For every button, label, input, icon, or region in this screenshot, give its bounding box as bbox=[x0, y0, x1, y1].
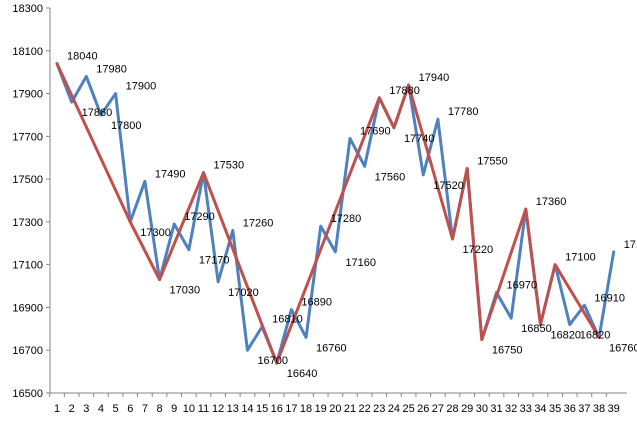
x-tick-label: 20 bbox=[329, 403, 341, 415]
y-tick-label: 17900 bbox=[12, 89, 43, 101]
x-tick-label: 5 bbox=[113, 403, 119, 415]
x-tick-label: 3 bbox=[83, 403, 89, 415]
series-line-2 bbox=[55, 62, 601, 365]
data-label: 16970 bbox=[507, 279, 538, 291]
x-tick-label: 14 bbox=[241, 403, 253, 415]
y-tick-label: 17300 bbox=[12, 217, 43, 229]
x-tick-label: 22 bbox=[359, 403, 371, 415]
x-tick-label: 9 bbox=[171, 403, 177, 415]
y-tick-label: 18300 bbox=[12, 3, 43, 15]
data-label: 17940 bbox=[419, 72, 450, 84]
x-tick-label: 11 bbox=[198, 403, 209, 415]
x-tick-label: 27 bbox=[432, 403, 444, 415]
y-tick-label: 16900 bbox=[12, 302, 43, 314]
x-tick-label: 15 bbox=[256, 403, 268, 415]
data-label: 17170 bbox=[199, 255, 230, 267]
x-tick-label: 34 bbox=[534, 403, 546, 415]
data-label: 17160 bbox=[624, 239, 637, 251]
x-tick-label: 24 bbox=[388, 403, 400, 415]
x-tick-label: 35 bbox=[549, 403, 561, 415]
data-label: 17290 bbox=[184, 211, 215, 223]
data-label: 16760 bbox=[609, 342, 637, 354]
data-label: 17220 bbox=[463, 244, 494, 256]
data-label: 17260 bbox=[243, 217, 274, 229]
x-tick-label: 17 bbox=[285, 403, 297, 415]
data-label: 16890 bbox=[301, 297, 332, 309]
data-label: 17100 bbox=[565, 252, 596, 264]
x-tick-label: 18 bbox=[300, 403, 312, 415]
data-label: 17880 bbox=[389, 85, 420, 97]
x-tick-label: 7 bbox=[142, 403, 148, 415]
data-label: 16700 bbox=[257, 355, 288, 367]
x-tick-label: 12 bbox=[212, 403, 224, 415]
x-tick-label: 8 bbox=[156, 403, 162, 415]
x-tick-label: 33 bbox=[520, 403, 532, 415]
x-tick-label: 10 bbox=[183, 403, 195, 415]
x-tick-label: 19 bbox=[315, 403, 327, 415]
x-tick-label: 21 bbox=[344, 403, 356, 415]
data-label: 16760 bbox=[316, 342, 347, 354]
x-axis: 1 2 3 4 5 6 7 8 9 10 11 12 13 14 15 16 17 18 19 20 21 22 23 24 2… bbox=[49, 392, 627, 415]
x-tick-label: 23 bbox=[373, 403, 385, 415]
x-tick-label: 26 bbox=[417, 403, 429, 415]
y-tick-label: 16700 bbox=[12, 345, 43, 357]
data-label: 17550 bbox=[477, 155, 508, 167]
data-label: 17280 bbox=[331, 213, 362, 225]
x-tick-label: 16 bbox=[271, 403, 283, 415]
y-tick-label: 18100 bbox=[12, 46, 43, 58]
series-line-1 bbox=[55, 62, 616, 365]
x-tick-label: 4 bbox=[98, 403, 104, 415]
x-tick-label: 31 bbox=[490, 403, 502, 415]
data-label: 17520 bbox=[433, 180, 464, 192]
series-layer bbox=[55, 62, 616, 365]
x-tick-label: 37 bbox=[578, 403, 590, 415]
data-label: 16750 bbox=[492, 345, 523, 357]
x-tick-label: 32 bbox=[505, 403, 517, 415]
data-label: 17360 bbox=[536, 196, 567, 208]
x-tick-label: 2 bbox=[69, 403, 75, 415]
data-label: 17860 bbox=[82, 107, 113, 119]
x-tick-label: 29 bbox=[461, 403, 473, 415]
data-label: 17160 bbox=[345, 257, 376, 269]
data-label: 17690 bbox=[360, 125, 391, 137]
x-tick-label: 36 bbox=[564, 403, 576, 415]
x-tick-label: 39 bbox=[608, 403, 620, 415]
data-label: 16810 bbox=[272, 314, 303, 326]
y-tick-label: 17100 bbox=[12, 260, 43, 272]
x-tick-label: 30 bbox=[476, 403, 488, 415]
data-labels: 18040 17860 17980 17800 17900 17300 17490 17030… bbox=[67, 51, 637, 380]
y-axis: 16500 16700 16900 17100 17300 17500 17700 17900… bbox=[12, 3, 51, 400]
data-label: 16820 bbox=[580, 330, 611, 342]
data-label: 17800 bbox=[111, 120, 142, 132]
y-tick-label: 17700 bbox=[12, 131, 43, 143]
y-tick-label: 17500 bbox=[12, 174, 43, 186]
data-label: 16910 bbox=[594, 292, 625, 304]
x-tick-label: 25 bbox=[402, 403, 414, 415]
x-tick-label: 28 bbox=[446, 403, 458, 415]
data-label: 17030 bbox=[170, 285, 201, 297]
y-tick-label: 16500 bbox=[12, 388, 43, 400]
data-label: 17980 bbox=[96, 63, 127, 75]
data-label: 17780 bbox=[448, 106, 479, 118]
x-tick-label: 38 bbox=[593, 403, 605, 415]
data-label: 16850 bbox=[521, 323, 552, 335]
data-label: 18040 bbox=[67, 51, 98, 63]
data-label: 17020 bbox=[228, 287, 259, 299]
data-label: 17530 bbox=[214, 160, 245, 172]
data-label: 17740 bbox=[404, 133, 435, 145]
x-tick-label: 1 bbox=[54, 403, 60, 415]
data-label: 16820 bbox=[550, 330, 581, 342]
x-tick-label: 6 bbox=[127, 403, 133, 415]
data-label: 17490 bbox=[155, 168, 186, 180]
data-label: 17300 bbox=[140, 227, 171, 239]
data-label: 17560 bbox=[375, 171, 406, 183]
data-label: 16640 bbox=[287, 368, 318, 380]
x-tick-label: 13 bbox=[227, 403, 239, 415]
data-label: 17900 bbox=[126, 81, 157, 93]
